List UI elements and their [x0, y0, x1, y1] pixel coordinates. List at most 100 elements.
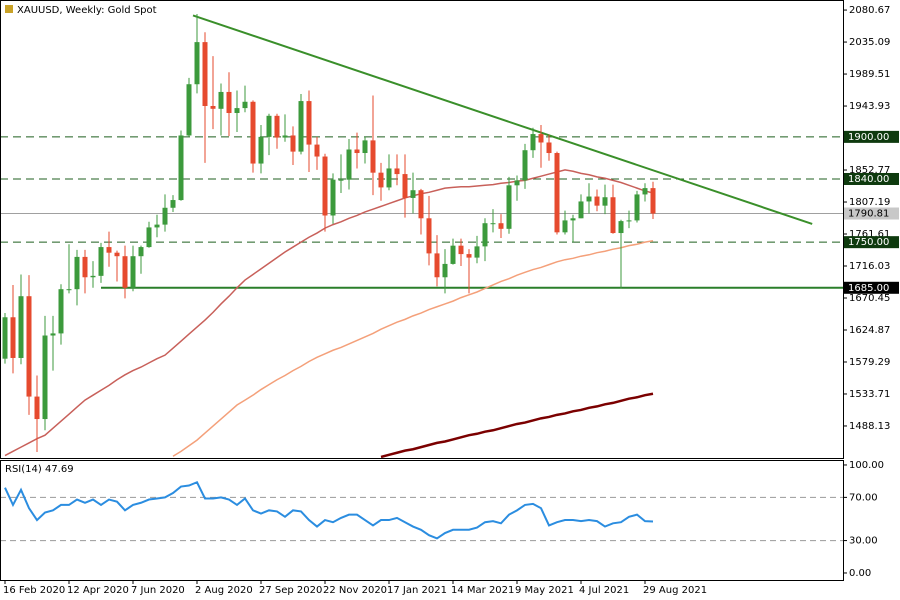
candle-body [258, 136, 264, 164]
level-label: 1750.00 [848, 237, 889, 248]
candle-body [586, 196, 592, 202]
y-tick-label: 1807.19 [849, 197, 890, 208]
candle-body [546, 142, 552, 154]
rsi-title: RSI(14) 47.69 [5, 464, 74, 475]
candle-body [522, 150, 528, 181]
y-tick-label: 2035.09 [849, 37, 890, 48]
y-tick-label: 1533.71 [849, 389, 890, 400]
candle-body [578, 201, 584, 219]
candle-body [50, 333, 56, 336]
candle-body [74, 256, 80, 290]
x-tick-label: 14 Mar 2021 [451, 585, 514, 596]
candle-body [594, 196, 600, 206]
candle-body [130, 256, 136, 288]
candle-body [194, 42, 200, 85]
candle-body [642, 188, 648, 195]
x-tick-label: 2 Aug 2020 [195, 585, 253, 596]
candle-body [370, 140, 376, 173]
candle-body [282, 135, 288, 138]
candle-body [330, 179, 336, 216]
candle-body [274, 115, 280, 138]
moving-average [380, 392, 654, 458]
candle-body [218, 91, 224, 109]
y-tick-label: 1624.87 [849, 325, 890, 336]
candle-body [442, 263, 448, 278]
candle-body [314, 144, 320, 157]
price-plot [1, 14, 843, 458]
candle-body [162, 207, 168, 225]
trendline [192, 14, 813, 225]
candle-body [234, 108, 240, 114]
candle-body [450, 245, 456, 264]
candle-body [650, 188, 656, 214]
candle-body [298, 101, 304, 152]
candle-body [266, 115, 272, 137]
chart-title: XAUUSD, Weekly: Gold Spot [17, 5, 157, 16]
level-label: 1840.00 [848, 174, 889, 185]
candle-body [34, 396, 40, 420]
rsi-plot [1, 480, 843, 542]
candle-body [482, 223, 488, 247]
candle-body [562, 220, 568, 233]
candle-body [114, 252, 120, 257]
candle-body [26, 296, 32, 397]
candle-body [338, 179, 344, 181]
x-tick-label: 27 Sep 2020 [259, 585, 322, 596]
y-tick-label: 1716.03 [849, 261, 890, 272]
candle-body [106, 247, 112, 253]
candle-body [354, 149, 360, 154]
y-tick-label: 1943.93 [849, 101, 890, 112]
y-tick-label: 1488.13 [849, 421, 890, 432]
candle-body [146, 227, 152, 248]
candle-body [154, 224, 160, 228]
candle-body [634, 194, 640, 221]
y-tick-label: 1989.51 [849, 69, 890, 80]
candle-body [250, 101, 256, 164]
candle-body [554, 153, 560, 233]
candle-body [474, 246, 480, 258]
level-label-box [844, 207, 899, 220]
level-label-box [844, 172, 899, 185]
level-label: 1900.00 [848, 132, 889, 143]
y-tick-label: 1670.45 [849, 293, 890, 304]
rsi-line [4, 480, 654, 540]
candle-body [386, 168, 392, 188]
x-tick-label: 16 Feb 2020 [3, 585, 65, 596]
candle-body [610, 197, 616, 234]
candle-body [362, 140, 368, 154]
candle-body [18, 296, 24, 358]
x-tick-label: 29 Aug 2021 [643, 585, 707, 596]
x-tick-label: 4 Jul 2021 [579, 585, 629, 596]
x-tick-label: 22 Nov 2020 [323, 585, 387, 596]
candle-body [426, 218, 432, 254]
candle-body [506, 185, 512, 229]
candle-body [498, 223, 504, 229]
y-tick-label: 0.00 [849, 568, 871, 579]
y-tick-label: 30.00 [849, 536, 878, 547]
candle-body [618, 221, 624, 234]
level-label-box [844, 236, 899, 249]
candle-body [530, 134, 536, 151]
candle-body [402, 174, 408, 198]
candle-body [394, 168, 400, 175]
x-tick-label: 12 Apr 2020 [67, 585, 129, 596]
y-tick-label: 1852.77 [849, 165, 890, 176]
candle-body [122, 256, 128, 288]
rsi-frame [0, 460, 844, 581]
candle-body [346, 149, 352, 180]
level-label: 1685.00 [848, 283, 889, 294]
x-tick-label: 7 Jun 2020 [131, 585, 185, 596]
candle-body [322, 156, 328, 216]
price-frame [0, 0, 844, 459]
candle-body [570, 218, 576, 221]
candle-body [418, 190, 424, 219]
candle-body [98, 247, 104, 276]
moving-average [172, 240, 654, 457]
candle-body [306, 101, 312, 145]
candle-body [626, 220, 632, 222]
y-tick-label: 100.00 [849, 460, 884, 471]
candle-body [410, 190, 416, 198]
candle-body [138, 247, 144, 257]
candle-body [458, 245, 464, 255]
